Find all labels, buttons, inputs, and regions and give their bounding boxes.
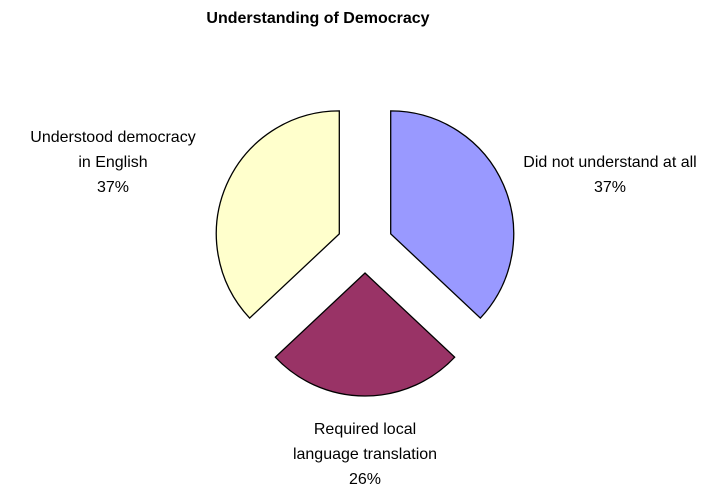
- value-label: 37%: [96, 179, 130, 196]
- category-label: Did not understand at all: [523, 154, 697, 171]
- category-label: Understood democracy in English: [30, 129, 196, 171]
- value-label: 37%: [593, 179, 627, 196]
- category-label: Required local language translation: [292, 421, 438, 463]
- pie-slice: [274, 272, 456, 397]
- pie-slice: [215, 110, 340, 319]
- value-label: 26%: [348, 471, 382, 488]
- slice-label: Did not understand at all 37%: [522, 150, 698, 200]
- chart-title: Understanding of Democracy: [206, 10, 430, 27]
- slice-label: Required local language translation 26%: [285, 417, 445, 491]
- pie-slice: [390, 110, 515, 319]
- slice-label: Understood democracy in English 37%: [30, 125, 196, 200]
